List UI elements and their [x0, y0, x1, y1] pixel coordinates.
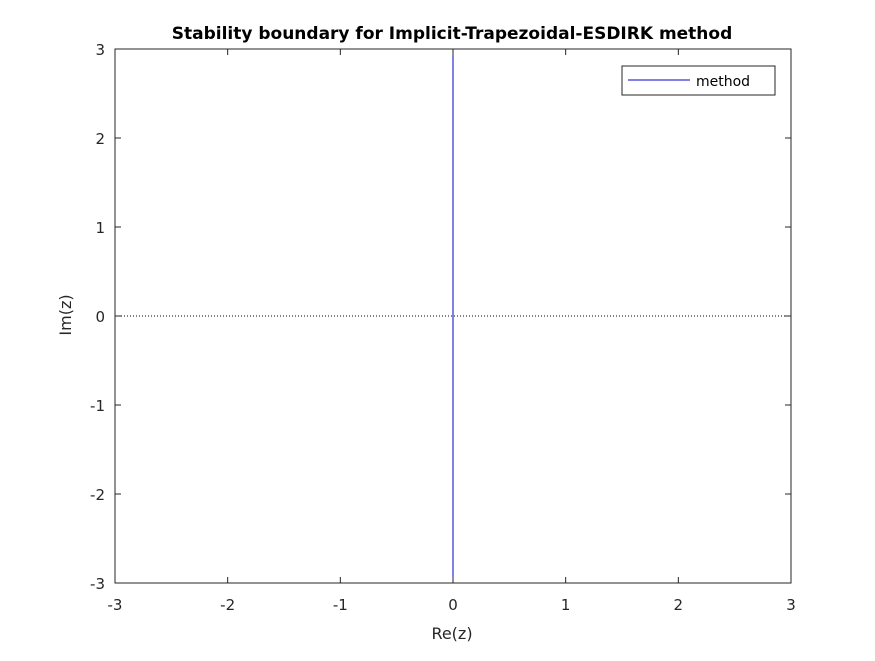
- y-tick-label: -1: [90, 397, 105, 415]
- y-tick-label: 0: [95, 308, 105, 326]
- legend: method: [621, 65, 776, 96]
- y-tick-label: 1: [95, 219, 105, 237]
- x-tick-label: 1: [561, 596, 571, 614]
- legend-label: method: [696, 74, 750, 90]
- y-tick-label: -2: [90, 486, 105, 504]
- x-axis-label: Re(z): [431, 624, 472, 643]
- plot-area: -3 -2 -1 0 1 2 3 -3 -2 -1 0 1 2 3: [90, 41, 796, 614]
- y-tick-label: 2: [95, 130, 105, 148]
- x-tick-label: 0: [448, 596, 458, 614]
- y-tick-label: 3: [95, 41, 105, 59]
- x-tick-label: 3: [786, 596, 796, 614]
- x-tick-label: -1: [333, 596, 348, 614]
- x-tick-label: 2: [674, 596, 684, 614]
- chart-title: Stability boundary for Implicit-Trapezoi…: [172, 24, 733, 44]
- y-axis-label: Im(z): [56, 294, 75, 335]
- x-tick-label: -2: [220, 596, 235, 614]
- y-tick-label: -3: [90, 575, 105, 593]
- x-tick-label: -3: [108, 596, 123, 614]
